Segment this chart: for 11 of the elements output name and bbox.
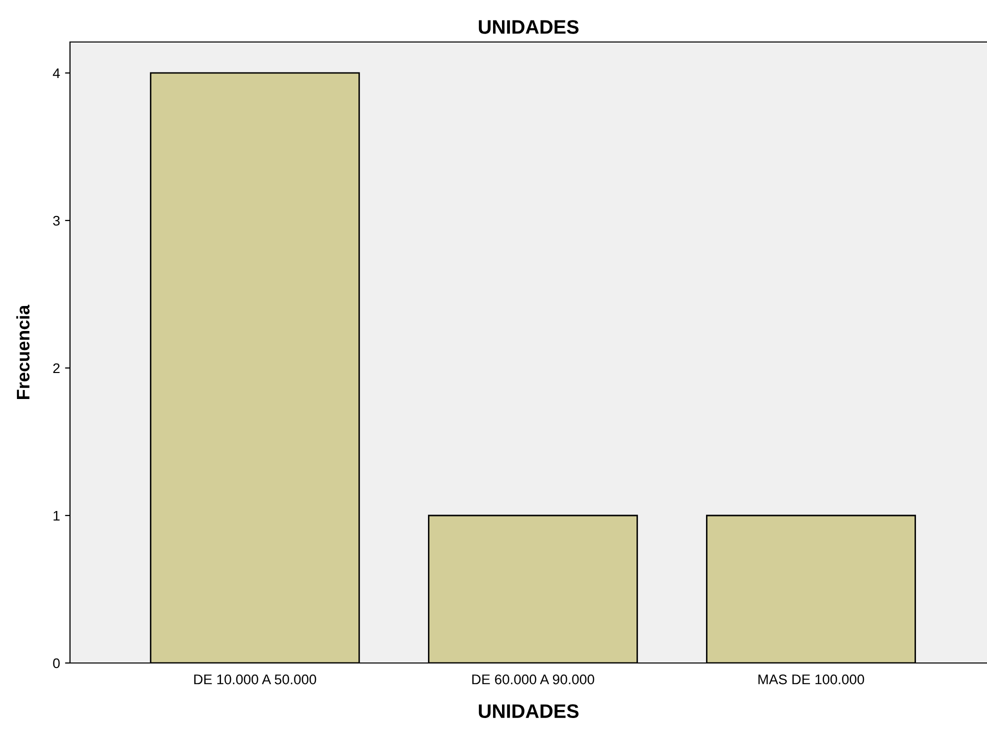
y-tick-label: 3 xyxy=(53,216,60,226)
y-tick-label: 4 xyxy=(52,68,60,78)
y-axis-title: Frecuencia xyxy=(16,304,30,399)
x-axis-title: UNIDADES xyxy=(478,704,579,718)
y-tick-label: 0 xyxy=(53,658,60,668)
x-tick-label: DE 10.000 A 50.000 xyxy=(194,674,316,684)
y-tick-label: 2 xyxy=(53,363,60,374)
x-tick-label: MAS DE 100.000 xyxy=(758,674,864,684)
y-tick-label: 1 xyxy=(54,510,60,521)
chart-title: UNIDADES xyxy=(478,20,579,34)
x-tick-label: DE 60.000 A 90.000 xyxy=(472,674,594,684)
